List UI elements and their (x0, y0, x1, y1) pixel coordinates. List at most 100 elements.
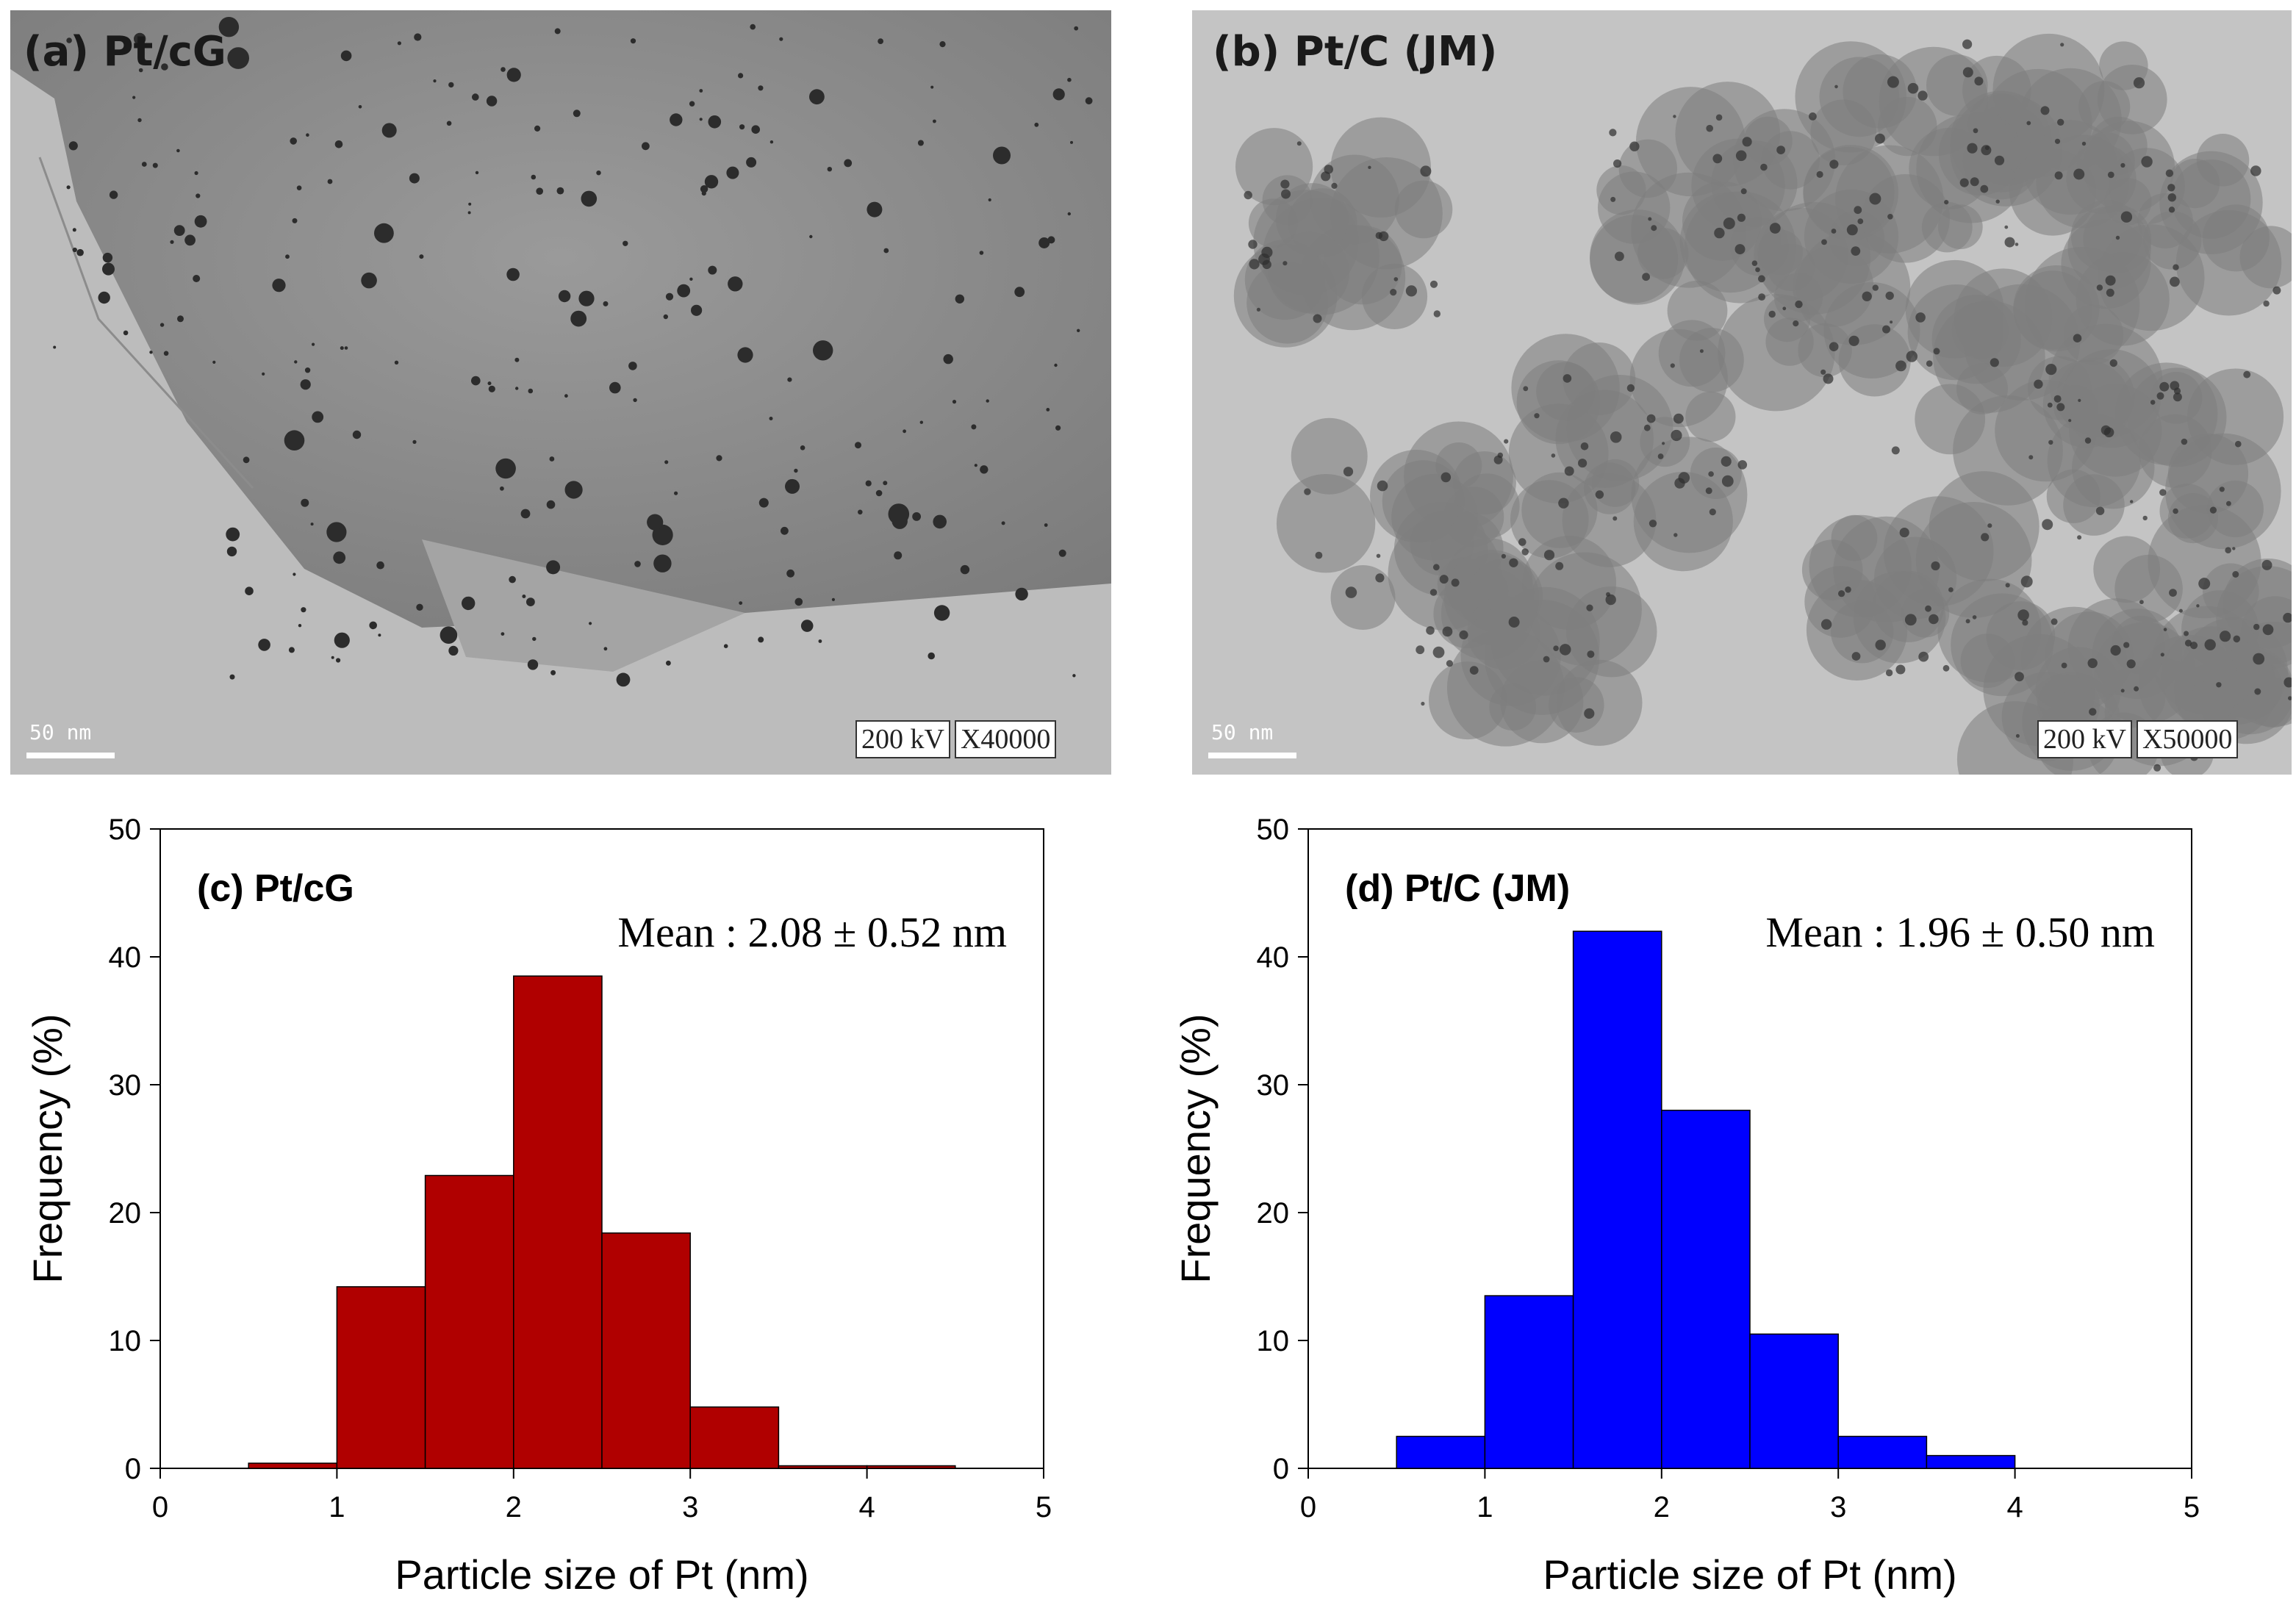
nanoparticle (1052, 88, 1065, 101)
nanoparticle (1610, 431, 1622, 443)
nanoparticle (664, 460, 669, 464)
nanoparticle (1446, 660, 1453, 667)
nanoparticle (66, 37, 72, 43)
nanoparticle (663, 314, 668, 320)
nanoparticle (488, 385, 495, 392)
nanoparticle (306, 133, 309, 137)
nanoparticle (867, 201, 883, 218)
nanoparticle (72, 247, 77, 253)
nanoparticle (2054, 138, 2061, 144)
hist-d-bar (1661, 1110, 1751, 1469)
nanoparticle (751, 125, 760, 134)
nanoparticle (1793, 320, 1799, 327)
nanoparticle (304, 367, 311, 373)
nanoparticle (352, 430, 362, 439)
nanoparticle (1926, 360, 1933, 367)
nanoparticle (1377, 480, 1388, 492)
nanoparticle (1504, 439, 1509, 444)
nanoparticle (522, 595, 526, 598)
nanoparticle (1709, 509, 1716, 516)
nanoparticle (1521, 548, 1529, 556)
nanoparticle (903, 429, 906, 434)
nanoparticle (2235, 440, 2242, 448)
nanoparticle (1280, 179, 1290, 189)
nanoparticle (858, 509, 863, 515)
nanoparticle (501, 67, 506, 72)
nanoparticle (515, 387, 519, 390)
hist-c-bar (601, 1232, 691, 1469)
nanoparticle (177, 315, 184, 323)
hist-c-x-tick-label: 2 (506, 1491, 522, 1523)
nanoparticle (1820, 369, 1826, 375)
nanoparticle (358, 105, 362, 109)
nanoparticle (1497, 452, 1503, 459)
nanoparticle (570, 310, 587, 327)
nanoparticle (292, 218, 298, 223)
nanoparticle (1249, 259, 1260, 270)
nanoparticle (109, 190, 118, 199)
nanoparticle (2130, 500, 2134, 503)
nanoparticle (988, 198, 991, 202)
nanoparticle (952, 400, 957, 404)
nanoparticle (2073, 334, 2082, 343)
nanoparticle (193, 275, 201, 282)
nanoparticle (1261, 246, 1273, 258)
nanoparticle (1296, 141, 1302, 146)
nanoparticle (2120, 211, 2133, 223)
nanoparticle (1715, 114, 1723, 121)
nanoparticle (195, 193, 201, 198)
nanoparticle (1834, 85, 1838, 89)
nanoparticle (134, 32, 146, 46)
nanoparticle (737, 347, 753, 363)
nanoparticle (2250, 165, 2261, 176)
nanoparticle (2163, 628, 2167, 631)
nanoparticle (1848, 335, 1859, 346)
nanoparticle (137, 118, 142, 123)
nanoparticle (955, 294, 965, 304)
nanoparticle (708, 115, 722, 129)
nanoparticle (549, 456, 555, 462)
nanoparticle (758, 85, 764, 91)
nanoparticle (550, 670, 556, 675)
carbon-aggregate (1907, 284, 2003, 381)
carbon-aggregate (1276, 474, 1376, 573)
nanoparticle (917, 140, 924, 146)
nanoparticle (2081, 141, 2087, 146)
nanoparticle (285, 254, 290, 259)
carbon-aggregate (1590, 209, 1685, 305)
nanoparticle (1651, 225, 1657, 231)
nanoparticle (1587, 650, 1595, 658)
nanoparticle (1439, 575, 1449, 584)
nanoparticle (412, 439, 417, 445)
nanoparticle (1678, 472, 1690, 484)
nanoparticle (1543, 656, 1550, 663)
nanoparticle (1929, 614, 1939, 625)
nanoparticle (1944, 200, 1949, 205)
nanoparticle (1313, 314, 1322, 323)
nanoparticle (226, 546, 237, 557)
nanoparticle (184, 234, 195, 246)
carbon-aggregate (1773, 273, 1823, 322)
nanoparticle (506, 68, 521, 82)
histogram-c-svg: 0 10 20 30 40 50 0 1 2 3 4 5 Particle size of Pt (nm… (24, 814, 1052, 1598)
nanoparticle (794, 597, 803, 606)
nanoparticle (1646, 414, 1656, 423)
nanoparticle (1070, 140, 1073, 144)
nanoparticle (1432, 564, 1440, 571)
nanoparticle (628, 362, 637, 370)
nanoparticle (623, 240, 628, 246)
nanoparticle (433, 79, 437, 83)
nanoparticle (564, 394, 568, 398)
nanoparticle (564, 481, 583, 499)
nanoparticle (2196, 604, 2200, 608)
nanoparticle (526, 597, 535, 606)
nanoparticle (670, 113, 683, 126)
hist-c-bar (689, 1406, 780, 1469)
nanoparticle (1751, 260, 1758, 267)
nanoparticle (2209, 506, 2217, 514)
nanoparticle (2142, 515, 2148, 521)
nanoparticle (919, 420, 924, 424)
nanoparticle (132, 96, 136, 99)
nanoparticle (603, 301, 609, 306)
hist-c-y-tick-label: 50 (109, 814, 142, 846)
